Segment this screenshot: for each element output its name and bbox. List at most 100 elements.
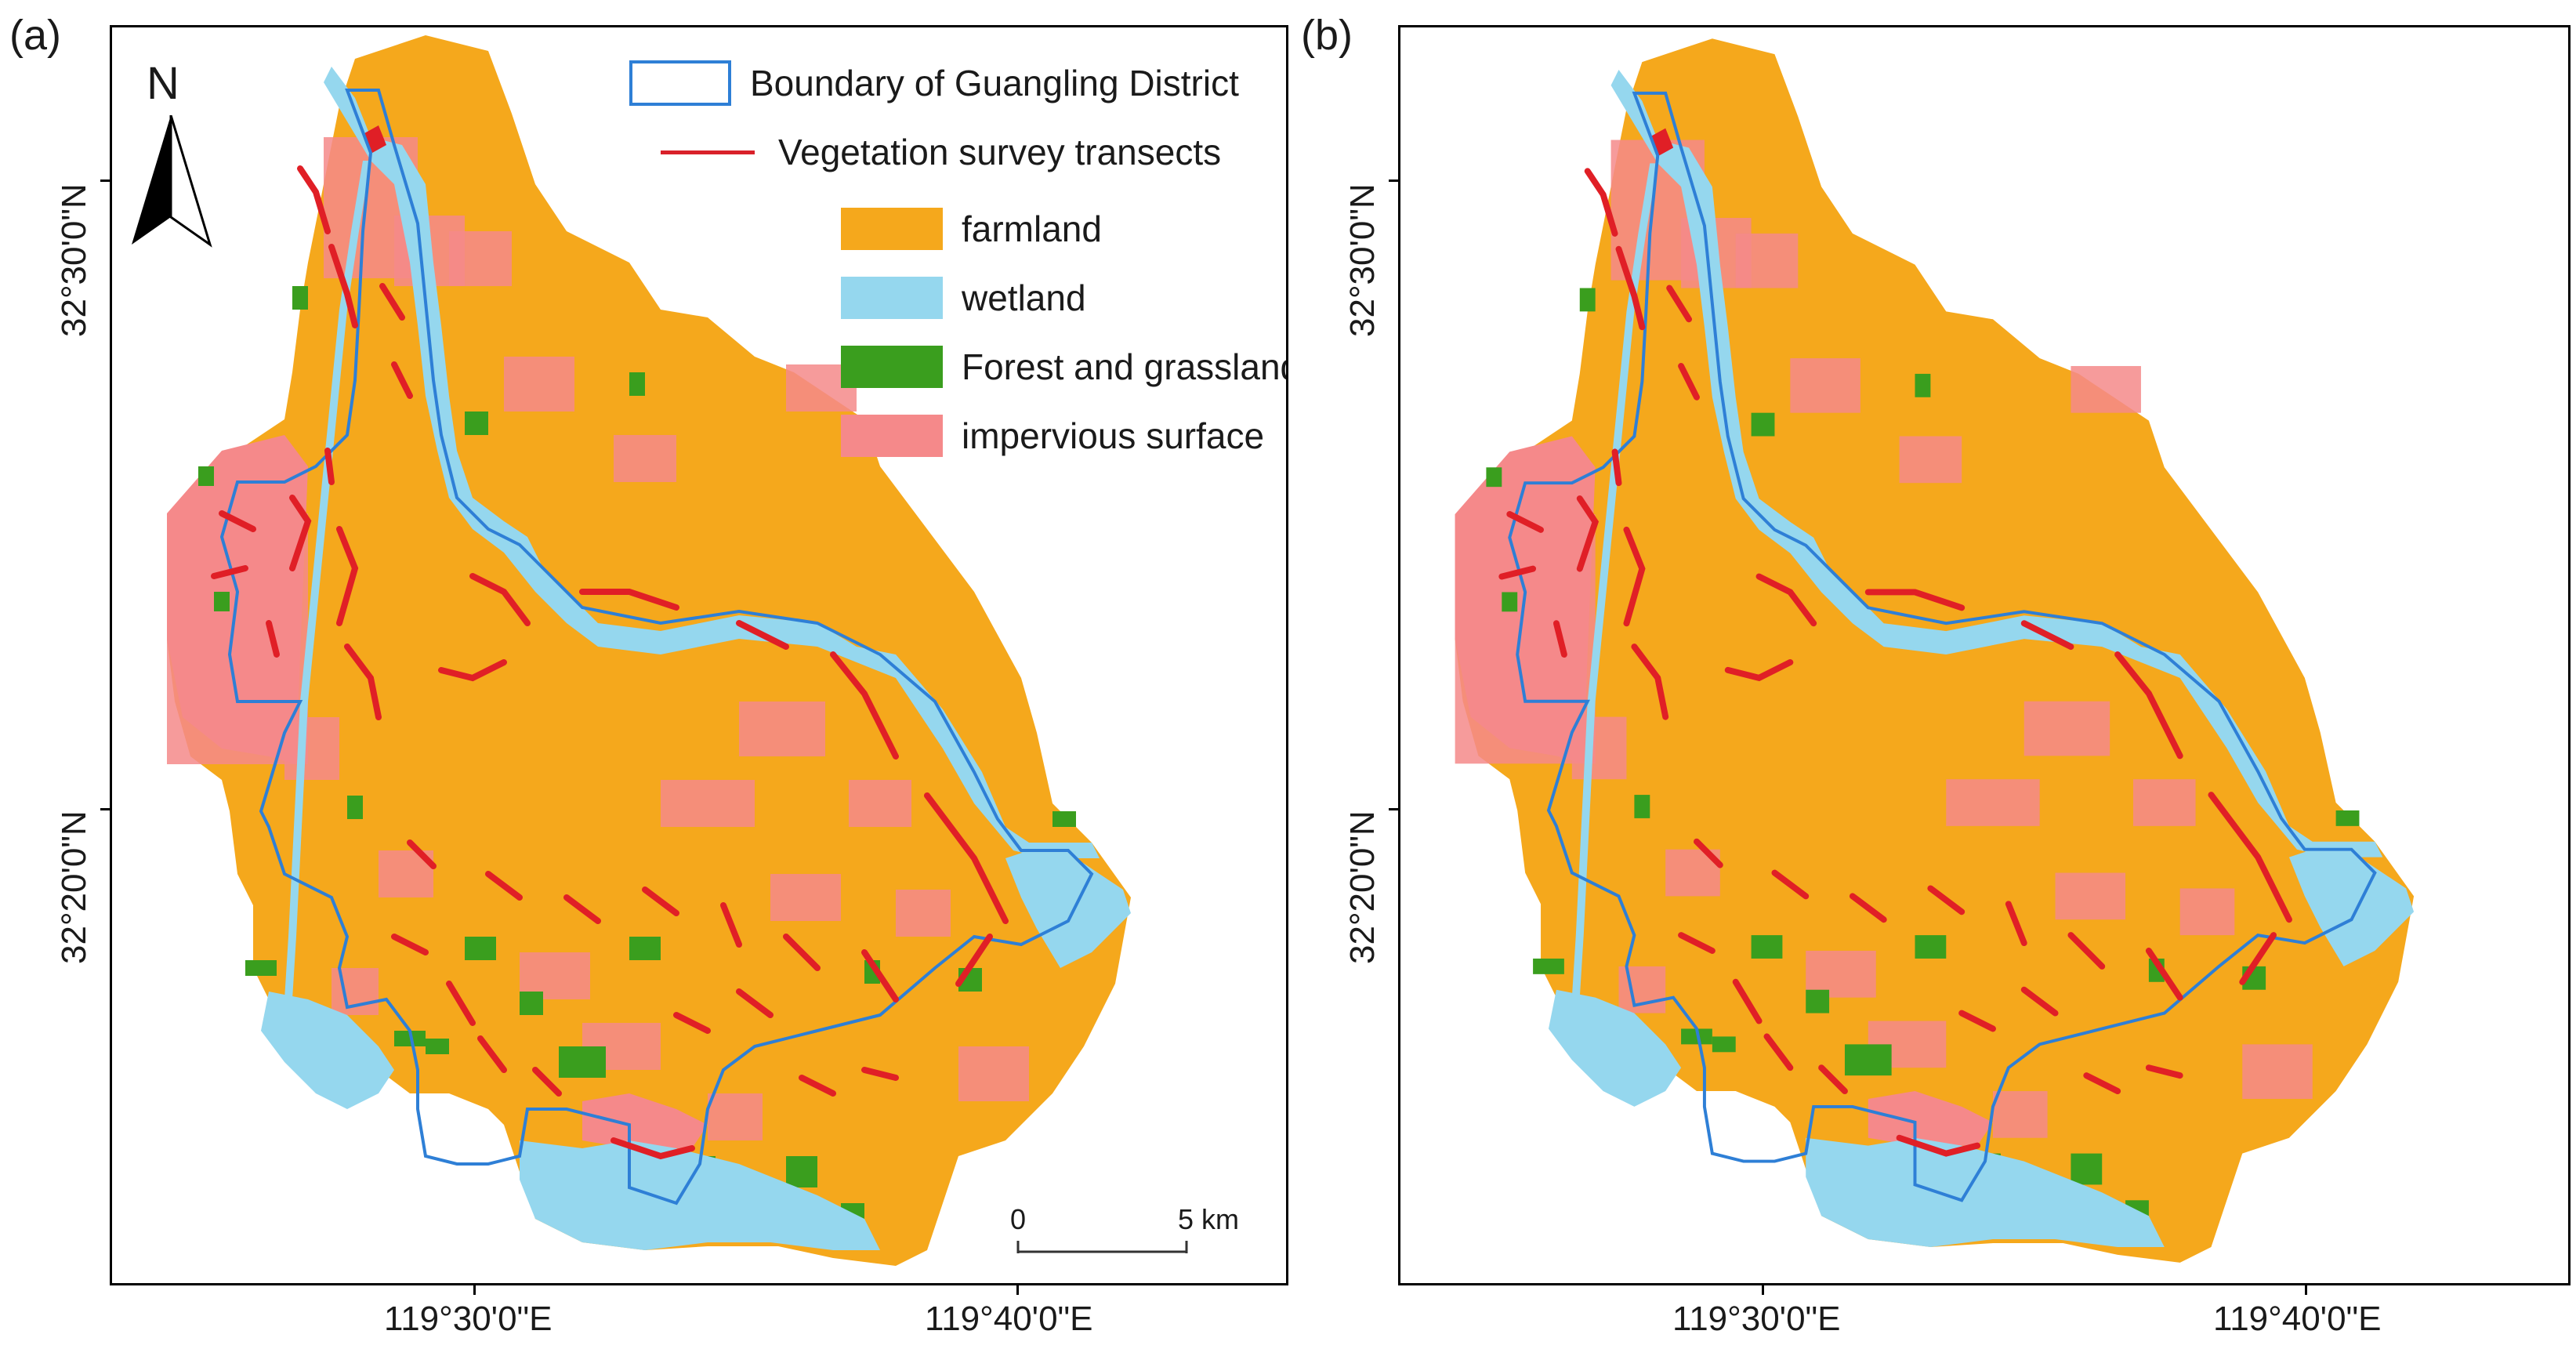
impervious-patch [332, 968, 379, 1015]
vegetation-transect [1732, 978, 1763, 1024]
forest-patch [629, 937, 661, 960]
vegetation-transect [211, 565, 248, 579]
vegetation-transect [446, 981, 476, 1026]
forest-patch [198, 466, 214, 486]
impervious-patch [2133, 779, 2196, 826]
vegetation-transect [642, 886, 679, 916]
map-frame-a: Boundary of Guangling District Vegetatio… [110, 25, 1288, 1285]
vegetation-transect [2020, 620, 2074, 651]
vegetation-transect [1771, 869, 1810, 900]
impervious-patch [1618, 966, 1666, 1013]
vegetation-transect [1576, 495, 1600, 572]
legend-item-transects: Vegetation survey transects [661, 131, 1221, 173]
vegetation-transect [720, 902, 742, 948]
canal-wetland [284, 161, 371, 999]
forest-patch [629, 372, 645, 396]
vegetation-transect [861, 1067, 899, 1081]
forest-patch [559, 1046, 606, 1078]
legend-item-wetland: wetland [841, 277, 1086, 319]
vegetation-transect [485, 871, 523, 901]
vegetation-transect [1615, 245, 1646, 331]
land-use-map-a [167, 35, 1131, 1266]
vegetation-transect [955, 934, 993, 987]
vegetation-transect [1552, 620, 1567, 658]
legend-label-boundary: Boundary of Guangling District [750, 63, 1239, 103]
tick-lat-a-1 [100, 179, 110, 182]
vegetation-transect [336, 526, 359, 626]
impervious-swatch [841, 415, 943, 457]
vegetation-transect [1864, 589, 1966, 611]
north-letter: N [147, 58, 179, 109]
impervious-patch [449, 231, 512, 286]
vegetation-transect [1927, 885, 1966, 915]
map-frame-b [1398, 25, 2571, 1285]
vegetation-transect [2114, 651, 2183, 760]
vegetation-transect [2239, 932, 2277, 985]
legend-label-farmland: farmland [962, 208, 1102, 249]
vegetation-transect [1666, 285, 1693, 323]
river-wetland [324, 67, 1100, 858]
scale-start-label: 0 [1010, 1203, 1027, 1235]
vegetation-transect [469, 573, 531, 626]
tick-lon-b-2 [2305, 1285, 2307, 1295]
impervious-patch [2023, 701, 2110, 756]
tick-lat-a-2 [100, 808, 110, 810]
red-transect-patch [364, 125, 386, 153]
forest-patch [1751, 935, 1783, 959]
lat-label-a-1: 32°30'0"N [55, 183, 93, 337]
district-boundary [1508, 91, 2377, 1202]
vegetation-transect [477, 1035, 507, 1073]
vegetation-transect [563, 894, 601, 924]
south-wetland [520, 1140, 880, 1250]
panel-label-b: (b) [1301, 12, 1353, 59]
forest-patch [1579, 288, 1596, 312]
vegetation-transect [1498, 565, 1537, 580]
impervious-patch [1899, 436, 1962, 484]
vegetation-transect [219, 510, 256, 532]
forest-swatch [841, 346, 943, 388]
vegetation-transect [1818, 1064, 1848, 1095]
vegetation-transect [2145, 948, 2183, 1001]
forest-patch [465, 412, 488, 435]
vegetation-transect [1694, 838, 1723, 868]
legend-label-impervious: impervious surface [962, 415, 1265, 456]
vegetation-transect [783, 934, 821, 971]
legend-label-wetland: wetland [962, 277, 1086, 318]
forest-patch [214, 592, 230, 611]
vegetation-transect [2067, 932, 2106, 970]
forest-patch [786, 1156, 817, 1187]
vegetation-transect [1763, 1033, 1794, 1071]
forest-patch [347, 796, 363, 819]
impervious-patch [661, 780, 755, 827]
vegetation-transect [344, 644, 382, 720]
lon-label-a-2: 119°40'0"E [925, 1300, 1093, 1338]
vegetation-transect [2005, 901, 2027, 947]
vegetation-transect [289, 495, 312, 571]
impervious-patch [1735, 233, 1799, 288]
impervious-patch [614, 435, 676, 482]
lat-label-b-1: 32°30'0"N [1343, 183, 1382, 337]
impervious-patch [1946, 779, 2040, 826]
tick-lon-a-1 [473, 1285, 476, 1295]
forest-patch [1634, 795, 1650, 818]
lat-label-b-2: 32°20'0"N [1343, 810, 1382, 964]
forest-patch [1751, 412, 1775, 437]
vegetation-transect [2083, 1072, 2121, 1095]
vegetation-transect [391, 934, 429, 955]
vegetation-transect [924, 792, 1009, 924]
vegetation-transect [1506, 510, 1545, 533]
impervious-patch [849, 780, 911, 827]
forest-patch [1806, 989, 1830, 1013]
vegetation-transect [438, 659, 507, 682]
impervious-patch [2055, 872, 2126, 920]
impervious-patch [1992, 1091, 2048, 1138]
forest-patch [1053, 811, 1076, 827]
vegetation-transect [297, 165, 331, 234]
legend-item-impervious: impervious surface [841, 415, 1264, 457]
vegetation-transect [2020, 986, 2059, 1017]
vegetation-transect [407, 839, 437, 869]
vegetation-transect [2208, 792, 2292, 923]
scale-end-label: 5 km [1178, 1203, 1240, 1235]
red-transect-patch [1651, 128, 1674, 156]
forest-patch [426, 1039, 449, 1054]
